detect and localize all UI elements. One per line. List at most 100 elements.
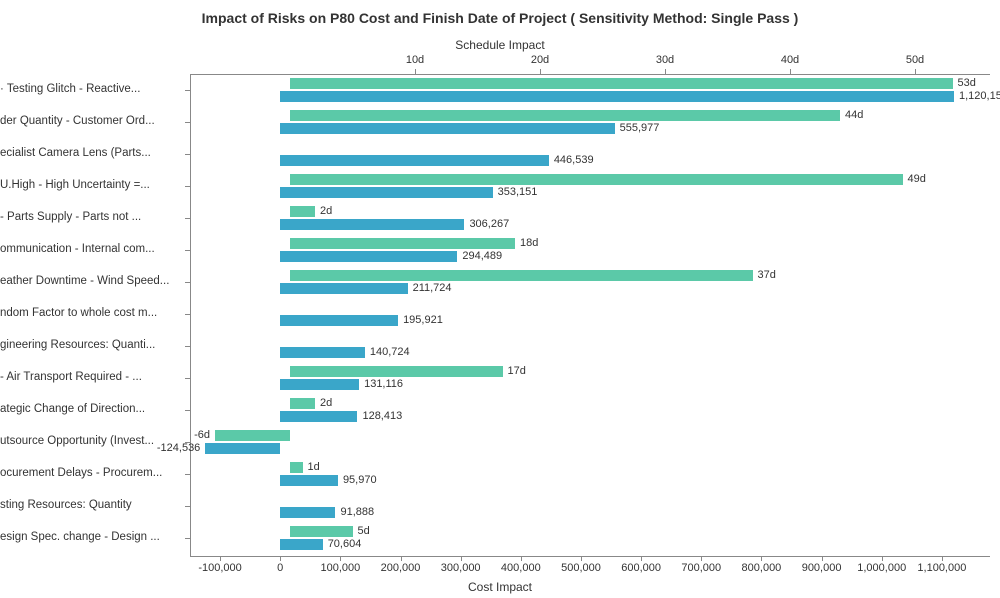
plot-area xyxy=(190,74,990,556)
risk-label: ecialist Camera Lens (Parts... xyxy=(0,146,180,160)
cost-value-label: 91,888 xyxy=(340,507,374,518)
schedule-bar xyxy=(290,238,515,249)
schedule-bar xyxy=(290,398,315,409)
cost-tick-label: 300,000 xyxy=(441,562,481,574)
risk-label: sting Resources: Quantity xyxy=(0,498,180,512)
cost-value-label: 306,267 xyxy=(469,219,509,230)
schedule-bar xyxy=(290,526,353,537)
cost-bar xyxy=(280,507,335,518)
schedule-tick-label: 10d xyxy=(406,54,424,66)
row-tick xyxy=(185,410,190,411)
cost-tick-label: 200,000 xyxy=(381,562,421,574)
schedule-bar xyxy=(290,78,953,89)
cost-bar xyxy=(280,411,357,422)
row-tick xyxy=(185,218,190,219)
cost-bar xyxy=(280,539,322,550)
schedule-value-label: -6d xyxy=(194,430,210,441)
top-axis-line xyxy=(190,74,990,75)
cost-tick-label: 600,000 xyxy=(621,562,661,574)
cost-tick-label: 1,100,000 xyxy=(917,562,966,574)
row-tick xyxy=(185,90,190,91)
schedule-bar xyxy=(215,430,290,441)
risk-label: ategic Change of Direction... xyxy=(0,402,180,416)
schedule-bar xyxy=(290,462,303,473)
row-tick xyxy=(185,282,190,283)
risk-label: ommunication - Internal com... xyxy=(0,242,180,256)
cost-value-label: 555,977 xyxy=(620,123,660,134)
top-axis-label: Schedule Impact xyxy=(0,38,1000,52)
risk-label: eather Downtime - Wind Speed... xyxy=(0,274,180,288)
cost-tick-label: 800,000 xyxy=(742,562,782,574)
schedule-bar xyxy=(290,270,753,281)
schedule-bar xyxy=(290,110,840,121)
cost-bar xyxy=(280,475,338,486)
schedule-value-label: 2d xyxy=(320,206,332,217)
risk-label: - Parts Supply - Parts not ... xyxy=(0,210,180,224)
cost-bar xyxy=(280,283,407,294)
cost-tick-label: -100,000 xyxy=(198,562,241,574)
row-tick xyxy=(185,346,190,347)
cost-bar xyxy=(280,251,457,262)
schedule-value-label: 2d xyxy=(320,398,332,409)
cost-value-label: 1,120,153 xyxy=(959,91,1000,102)
cost-bar xyxy=(280,219,464,230)
schedule-value-label: 53d xyxy=(958,78,976,89)
row-tick xyxy=(185,186,190,187)
risk-label: · Testing Glitch - Reactive... xyxy=(0,82,180,96)
schedule-tick-label: 30d xyxy=(656,54,674,66)
row-tick xyxy=(185,250,190,251)
risk-label: utsource Opportunity (Invest... xyxy=(0,434,180,448)
cost-bar xyxy=(280,315,398,326)
schedule-tick-label: 20d xyxy=(531,54,549,66)
cost-tick-label: 400,000 xyxy=(501,562,541,574)
risk-label: esign Spec. change - Design ... xyxy=(0,530,180,544)
row-tick xyxy=(185,538,190,539)
schedule-bar xyxy=(290,174,903,185)
schedule-value-label: 18d xyxy=(520,238,538,249)
risk-label: - Air Transport Required - ... xyxy=(0,370,180,384)
risk-label: der Quantity - Customer Ord... xyxy=(0,114,180,128)
cost-value-label: 195,921 xyxy=(403,315,443,326)
row-tick xyxy=(185,154,190,155)
risk-label: ocurement Delays - Procurem... xyxy=(0,466,180,480)
schedule-value-label: 17d xyxy=(508,366,526,377)
cost-bar xyxy=(205,443,280,454)
risk-label: U.High - High Uncertainty =... xyxy=(0,178,180,192)
chart-title: Impact of Risks on P80 Cost and Finish D… xyxy=(0,10,1000,26)
row-tick xyxy=(185,474,190,475)
cost-value-label: 353,151 xyxy=(498,187,538,198)
row-tick xyxy=(185,122,190,123)
bottom-axis-label: Cost Impact xyxy=(0,580,1000,594)
cost-tick-label: 1,000,000 xyxy=(857,562,906,574)
risk-label: ndom Factor to whole cost m... xyxy=(0,306,180,320)
schedule-tick-label: 40d xyxy=(781,54,799,66)
row-tick xyxy=(185,314,190,315)
cost-tick-label: 100,000 xyxy=(320,562,360,574)
row-tick xyxy=(185,506,190,507)
bottom-axis-line xyxy=(190,556,990,557)
cost-value-label: 140,724 xyxy=(370,347,410,358)
schedule-bar xyxy=(290,366,503,377)
cost-value-label: -124,536 xyxy=(157,443,200,454)
cost-value-label: 211,724 xyxy=(413,283,452,294)
cost-value-label: 128,413 xyxy=(362,411,402,422)
schedule-value-label: 44d xyxy=(845,110,863,121)
cost-value-label: 131,116 xyxy=(364,379,403,390)
schedule-tick-label: 50d xyxy=(906,54,924,66)
cost-tick-label: 0 xyxy=(277,562,283,574)
cost-bar xyxy=(280,155,549,166)
schedule-value-label: 49d xyxy=(908,174,926,185)
row-tick xyxy=(185,378,190,379)
risk-label: gineering Resources: Quanti... xyxy=(0,338,180,352)
cost-tick-label: 700,000 xyxy=(681,562,721,574)
schedule-value-label: 37d xyxy=(758,270,776,281)
cost-bar xyxy=(280,91,954,102)
cost-value-label: 446,539 xyxy=(554,155,594,166)
cost-tick-label: 500,000 xyxy=(561,562,601,574)
tornado-chart: Impact of Risks on P80 Cost and Finish D… xyxy=(0,0,1000,598)
cost-bar xyxy=(280,347,365,358)
cost-bar xyxy=(280,187,492,198)
cost-bar xyxy=(280,123,614,134)
cost-tick-label: 900,000 xyxy=(802,562,842,574)
schedule-value-label: 5d xyxy=(358,526,370,537)
